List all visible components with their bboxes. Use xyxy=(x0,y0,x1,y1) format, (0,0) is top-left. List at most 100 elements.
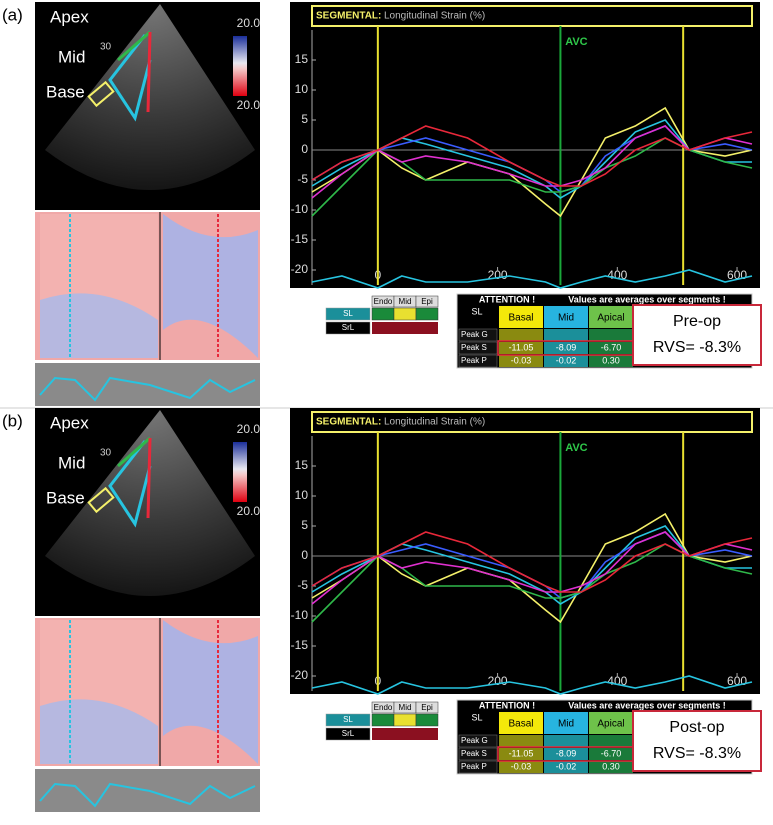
echo-fan xyxy=(45,410,255,596)
scale-top: 20.0 xyxy=(237,422,261,436)
control-header-bg xyxy=(415,295,439,308)
table-cell: -0.03 xyxy=(511,761,532,771)
y-tick-label: 15 xyxy=(295,458,309,472)
table-cell: -6.70 xyxy=(601,748,622,758)
table-corner: SL xyxy=(471,712,482,722)
echo-roi-cyan xyxy=(108,34,152,122)
strain-curve xyxy=(311,512,753,624)
table-cell-bg xyxy=(544,761,588,773)
chart-title-box xyxy=(311,5,753,27)
scale-bottom: 20.0 xyxy=(237,504,261,518)
scale-bottom: 20.0 xyxy=(237,98,261,112)
table-col: Basal xyxy=(508,719,533,730)
table-row-name: Peak P xyxy=(461,762,487,771)
control-off xyxy=(372,728,438,740)
y-tick-label: -20 xyxy=(291,262,309,276)
table-row-name: Peak P xyxy=(461,356,487,365)
control-row: SrL xyxy=(342,729,355,738)
chart-title: SEGMENTAL: xyxy=(316,11,381,22)
control-check xyxy=(415,713,439,727)
control-check xyxy=(393,713,417,727)
chart-title: SEGMENTAL: xyxy=(316,417,381,428)
mmode-trace xyxy=(39,782,256,808)
strain-curve xyxy=(311,531,753,605)
table-col: Basal xyxy=(508,313,533,324)
table-cell-bg xyxy=(544,748,588,760)
table-row-bg xyxy=(458,734,498,748)
segment-label: Mid xyxy=(58,453,85,472)
table-cell-bg xyxy=(544,355,588,367)
table-col-bg xyxy=(499,306,543,328)
result-value: RVS= -8.3% xyxy=(653,745,741,762)
control-header: Mid xyxy=(399,297,412,306)
control-row: SrL xyxy=(342,323,355,332)
table-cell: -8.09 xyxy=(556,342,577,352)
strain-curve xyxy=(311,269,753,289)
control-check xyxy=(371,307,395,321)
echo-roi-red xyxy=(146,437,152,519)
echo-roi-base xyxy=(87,486,115,514)
table-row-bg xyxy=(458,341,498,355)
table-row-bg xyxy=(458,328,498,342)
chart-subtitle: Longitudinal Strain (%) xyxy=(384,11,485,22)
y-tick-label: 0 xyxy=(301,142,308,156)
strain-curve xyxy=(311,531,753,593)
strain-curve xyxy=(311,675,753,695)
control-row-bg xyxy=(325,307,371,321)
strain-map-blue-r xyxy=(163,620,258,764)
table-cell: -6.70 xyxy=(601,342,622,352)
panel-label: (b) xyxy=(2,411,23,430)
y-tick-label: -10 xyxy=(291,202,309,216)
segment-label: Base xyxy=(46,488,85,507)
y-tick-label: -15 xyxy=(291,638,309,652)
table-col-bg xyxy=(589,712,633,734)
control-off xyxy=(372,322,438,334)
result-value: RVS= -8.3% xyxy=(653,339,741,356)
table-cell: -8.09 xyxy=(556,748,577,758)
echo-fan xyxy=(45,4,255,190)
avc-label: AVC xyxy=(565,36,587,48)
table-row-name: Peak G xyxy=(461,330,488,339)
control-header: Epi xyxy=(421,297,433,306)
strain-map-blue-r xyxy=(163,214,258,358)
y-tick-label: 10 xyxy=(295,82,309,96)
y-tick-label: -20 xyxy=(291,668,309,682)
table-cell-bg xyxy=(499,748,543,760)
scale-top: 20.0 xyxy=(237,16,261,30)
echo-roi-cyan xyxy=(108,440,152,528)
strain-curve xyxy=(311,125,753,187)
table-cell: -0.03 xyxy=(511,355,532,365)
table-cell-bg xyxy=(499,342,543,354)
table-col: Apical xyxy=(597,719,624,730)
table-cell-bg xyxy=(589,342,633,354)
table-cell: -0.02 xyxy=(556,761,577,771)
y-tick-label: 5 xyxy=(301,112,308,126)
panel-label: (a) xyxy=(2,5,23,24)
table-cell-bg xyxy=(544,735,588,747)
y-tick-label: -15 xyxy=(291,232,309,246)
y-tick-label: 10 xyxy=(295,488,309,502)
result-box xyxy=(632,710,762,772)
table-cell-bg xyxy=(589,355,633,367)
table-col-bg xyxy=(544,306,588,328)
segment-label: Base xyxy=(46,82,85,101)
control-row-bg xyxy=(325,727,371,741)
segment-label: Mid xyxy=(58,47,85,66)
control-row: SL xyxy=(343,309,353,318)
table-corner: SL xyxy=(471,306,482,316)
strain-curve xyxy=(311,125,753,199)
control-header-bg xyxy=(415,701,439,714)
y-tick-label: -5 xyxy=(297,578,308,592)
control-header: Endo xyxy=(374,703,393,712)
control-row: SL xyxy=(343,715,353,724)
table-row-name: Peak G xyxy=(461,736,488,745)
chart-title-box xyxy=(311,411,753,433)
table-col: Mid xyxy=(558,719,574,730)
depth-label: 30 xyxy=(100,42,112,53)
result-title: Pre-op xyxy=(673,313,721,330)
control-check xyxy=(371,713,395,727)
table-cell-bg xyxy=(589,761,633,773)
control-header: Endo xyxy=(374,297,393,306)
table-note: Values are averages over segments ! xyxy=(568,294,726,304)
